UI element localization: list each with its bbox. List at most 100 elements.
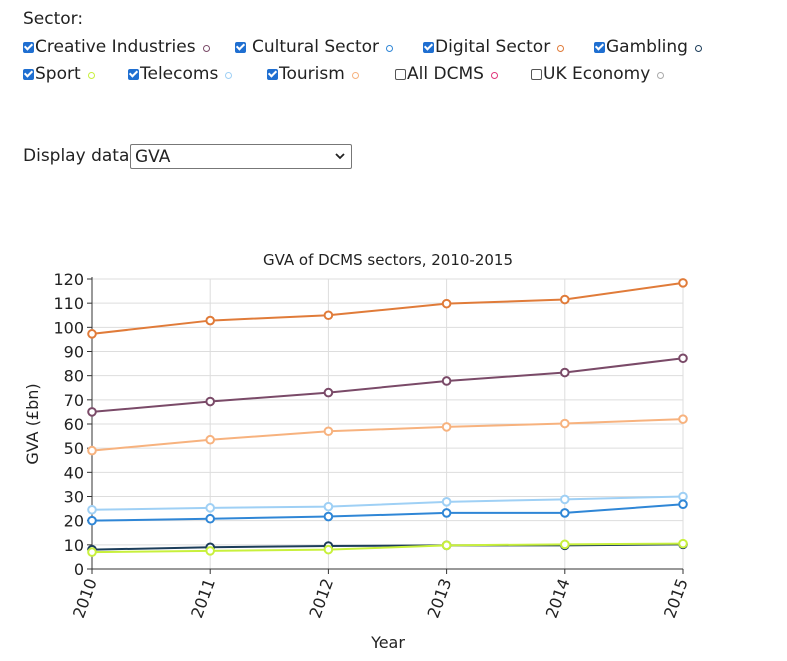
checkbox-label: Tourism — [279, 64, 345, 84]
legend-dot-icon — [694, 45, 702, 52]
data-point — [205, 546, 215, 556]
data-point — [87, 407, 97, 417]
sector-label: Sector: — [23, 9, 84, 29]
legend-dot-icon — [386, 45, 393, 52]
checkbox-all-dcms[interactable]: All DCMS — [395, 63, 498, 85]
data-point — [560, 508, 570, 518]
data-point — [205, 396, 215, 407]
checkbox-box[interactable] — [395, 68, 406, 80]
checkbox-box[interactable] — [23, 68, 34, 80]
y-tick-label: 10 — [64, 536, 84, 555]
data-point — [323, 511, 334, 522]
checkbox-box[interactable] — [23, 41, 34, 53]
checkbox-label: Digital Sector — [435, 37, 551, 57]
y-tick-label: 60 — [64, 415, 84, 434]
checkbox-box[interactable] — [128, 68, 139, 80]
checkbox-box[interactable] — [594, 41, 605, 53]
series-line — [91, 357, 684, 413]
y-tick-label: 120 — [53, 270, 84, 289]
y-tick-label: 0 — [74, 560, 84, 579]
display-data-value: GVA — [135, 146, 171, 167]
series-cultural-sector — [87, 499, 688, 526]
data-point — [560, 494, 570, 505]
series-line — [91, 542, 684, 554]
data-point — [678, 499, 688, 510]
display-data-select[interactable]: GVA — [130, 144, 352, 169]
y-tick-label: 70 — [64, 391, 84, 410]
data-point — [205, 315, 215, 326]
chevron-down-icon — [335, 153, 345, 160]
checkbox-uk-economy[interactable]: UK Economy — [531, 63, 665, 85]
data-point — [87, 547, 97, 557]
data-point — [205, 513, 215, 524]
data-point — [441, 508, 452, 518]
checkbox-box[interactable] — [267, 68, 278, 80]
legend-dot-icon — [87, 72, 95, 79]
data-point — [560, 367, 570, 378]
checkbox-label: Gambling — [606, 37, 688, 57]
x-tick-label: 2012 — [305, 576, 337, 621]
data-point — [560, 294, 570, 305]
checkbox-label: All DCMS — [407, 64, 484, 84]
series-line — [91, 418, 684, 452]
checkbox-gambling[interactable]: Gambling — [594, 36, 702, 58]
data-point — [441, 422, 452, 432]
legend-dot-icon — [202, 45, 210, 52]
checkbox-cultural-sector[interactable]: Cultural Sector — [235, 36, 393, 58]
chart-series — [87, 278, 688, 557]
checkbox-telecoms[interactable]: Telecoms — [128, 63, 233, 85]
legend-dot-icon — [657, 72, 665, 79]
x-tick-label: 2015 — [660, 576, 692, 621]
data-point — [323, 544, 334, 555]
chart-grid — [91, 278, 684, 570]
checkbox-tourism[interactable]: Tourism — [267, 63, 359, 85]
data-point — [441, 540, 452, 551]
data-point — [441, 376, 452, 386]
data-point — [87, 515, 97, 526]
checkbox-box[interactable] — [531, 68, 542, 80]
checkbox-label: Telecoms — [140, 64, 219, 84]
data-point — [205, 503, 215, 513]
y-tick-label: 110 — [53, 294, 84, 313]
y-tick-label: 30 — [64, 488, 84, 507]
series-line — [91, 503, 684, 522]
data-point — [560, 539, 570, 550]
series-sport — [87, 538, 688, 557]
x-tick-label: 2011 — [187, 576, 219, 621]
data-point — [678, 414, 688, 424]
data-point — [678, 353, 688, 364]
checkbox-creative-industries[interactable]: Creative Industries — [23, 36, 210, 58]
checkbox-label: UK Economy — [543, 64, 651, 84]
series-line — [91, 281, 684, 335]
checkbox-digital-sector[interactable]: Digital Sector — [423, 36, 565, 58]
chart-title: GVA of DCMS sectors, 2010-2015 — [263, 251, 513, 269]
checkbox-box[interactable] — [235, 41, 246, 53]
x-axis-label: Year — [370, 633, 405, 652]
checkbox-box[interactable] — [423, 41, 434, 53]
display-data-label: Display data: — [23, 146, 136, 166]
data-point — [678, 278, 688, 288]
checkbox-label: Cultural Sector — [252, 37, 379, 57]
data-point — [441, 298, 452, 309]
legend-dot-icon — [557, 45, 565, 52]
y-tick-label: 40 — [64, 463, 84, 482]
data-point — [323, 501, 334, 512]
data-point — [87, 445, 97, 456]
data-point — [323, 310, 334, 321]
series-creative-industries — [87, 353, 688, 417]
y-tick-label: 20 — [64, 512, 84, 531]
legend-dot-icon — [225, 72, 233, 79]
data-point — [323, 426, 334, 437]
checkbox-label: Sport — [35, 64, 81, 84]
x-tick-label: 2013 — [424, 576, 456, 621]
data-point — [441, 497, 452, 507]
y-tick-label: 100 — [53, 318, 84, 337]
series-digital-sector — [87, 278, 688, 339]
data-point — [678, 538, 688, 549]
series-tourism — [87, 414, 688, 456]
data-point — [323, 387, 334, 398]
legend-dot-icon — [490, 72, 498, 79]
checkbox-sport[interactable]: Sport — [23, 63, 95, 85]
checkbox-label: Creative Industries — [35, 37, 196, 57]
